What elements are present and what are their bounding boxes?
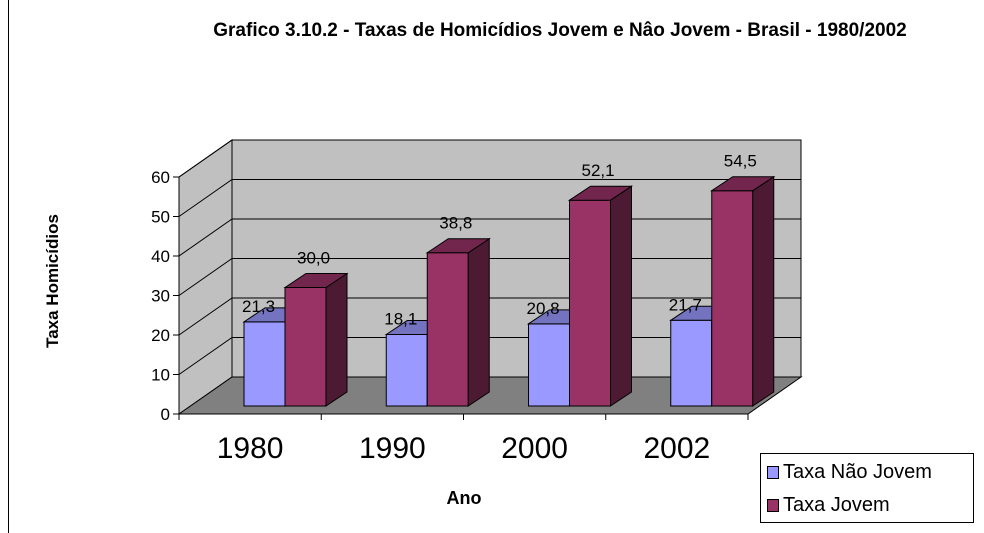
bar-front <box>385 334 428 407</box>
legend-swatch-taxa-nao-jovem <box>767 465 779 479</box>
bar-taxa-jovem-2000 <box>567 185 634 407</box>
bar-front <box>243 321 286 407</box>
left-border-line <box>8 0 9 533</box>
data-label: 30,0 <box>297 249 330 268</box>
data-label: 18,1 <box>384 310 417 329</box>
bar-front <box>670 319 713 407</box>
y-tick-label: 60 <box>151 168 170 187</box>
gridline <box>178 139 801 178</box>
x-tick-label: 2002 <box>644 432 711 465</box>
bar-front <box>426 252 469 407</box>
data-label: 21,7 <box>669 295 702 314</box>
y-tick-label: 50 <box>151 208 170 227</box>
bar-front <box>284 287 327 407</box>
bar-top <box>567 185 634 201</box>
data-label: 52,1 <box>582 161 615 180</box>
bar-taxa-jovem-2002 <box>710 175 776 407</box>
bar-side <box>610 185 632 407</box>
y-tick-label: 0 <box>161 405 170 424</box>
bar-top <box>283 273 349 288</box>
bar-front <box>528 323 570 407</box>
bar-front <box>711 190 754 407</box>
gridline <box>178 179 801 217</box>
bar-side <box>467 237 490 407</box>
bar-front <box>569 199 611 407</box>
y-tick-label: 10 <box>151 366 170 385</box>
x-tick-label: 2000 <box>501 432 568 465</box>
y-tick-label: 30 <box>151 287 170 306</box>
legend: Taxa Não Jovem Taxa Jovem <box>760 453 974 523</box>
y-axis-label: Taxa Homicídios <box>43 214 62 348</box>
x-tick-label: 1980 <box>217 432 284 465</box>
data-label: 20,8 <box>527 299 560 318</box>
x-tick-label: 1990 <box>359 432 426 465</box>
data-label: 54,5 <box>724 152 757 171</box>
legend-label-taxa-nao-jovem: Taxa Não Jovem <box>783 460 932 483</box>
bar-side <box>752 175 775 407</box>
legend-label-taxa-jovem: Taxa Jovem <box>783 493 890 516</box>
legend-swatch-taxa-jovem <box>767 498 779 512</box>
data-label: 21,3 <box>242 297 275 316</box>
legend-item-taxa-nao-jovem: Taxa Não Jovem <box>767 457 932 487</box>
bar-taxa-jovem-1990 <box>425 237 491 407</box>
legend-item-taxa-jovem: Taxa Jovem <box>767 490 890 520</box>
bar-top <box>425 238 491 254</box>
bar-taxa-jovem-1980 <box>283 272 349 407</box>
data-label: 38,8 <box>439 214 472 233</box>
y-tick-label: 20 <box>151 326 170 345</box>
y-tick-label: 40 <box>151 247 170 266</box>
x-axis-label: Ano <box>447 488 482 508</box>
bar-side <box>325 272 348 407</box>
bar-top <box>710 176 776 192</box>
chart-title: Grafico 3.10.2 - Taxas de Homicídios Jov… <box>213 20 907 41</box>
